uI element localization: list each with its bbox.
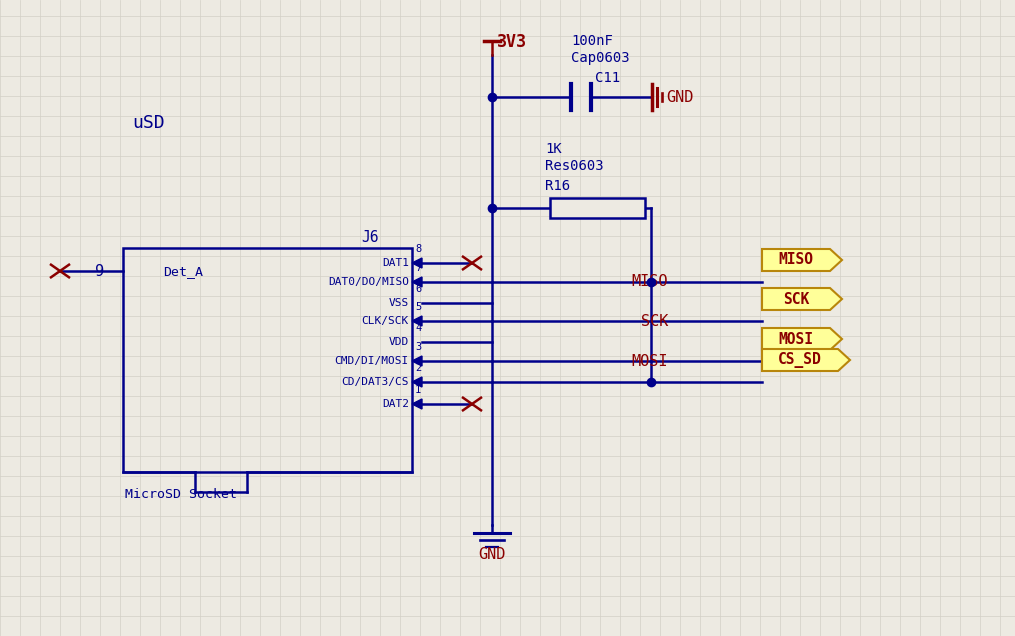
Text: MISO: MISO bbox=[631, 275, 668, 289]
Text: GND: GND bbox=[666, 90, 693, 104]
Polygon shape bbox=[412, 356, 422, 366]
Polygon shape bbox=[412, 399, 422, 409]
Polygon shape bbox=[412, 377, 422, 387]
Text: MicroSD Socket: MicroSD Socket bbox=[125, 488, 236, 501]
Text: VSS: VSS bbox=[389, 298, 409, 308]
Text: VDD: VDD bbox=[389, 337, 409, 347]
Text: J6: J6 bbox=[361, 230, 379, 245]
Bar bbox=[123, 248, 412, 472]
Text: 5: 5 bbox=[415, 302, 421, 312]
Text: 100nF: 100nF bbox=[571, 34, 613, 48]
Text: C11: C11 bbox=[595, 71, 620, 85]
Polygon shape bbox=[762, 328, 842, 350]
Text: CLK/SCK: CLK/SCK bbox=[361, 316, 409, 326]
Text: 6: 6 bbox=[415, 284, 421, 294]
Text: MOSI: MOSI bbox=[779, 331, 813, 347]
Text: DAT1: DAT1 bbox=[382, 258, 409, 268]
Text: 7: 7 bbox=[415, 263, 421, 273]
Polygon shape bbox=[762, 288, 842, 310]
Text: CD/DAT3/CS: CD/DAT3/CS bbox=[341, 377, 409, 387]
Text: Cap0603: Cap0603 bbox=[571, 51, 629, 65]
Text: R16: R16 bbox=[545, 179, 570, 193]
Text: 4: 4 bbox=[415, 323, 421, 333]
Bar bbox=[550, 198, 645, 218]
Text: DAT2: DAT2 bbox=[382, 399, 409, 409]
Text: 1: 1 bbox=[415, 385, 421, 395]
Polygon shape bbox=[412, 258, 422, 268]
Polygon shape bbox=[762, 249, 842, 271]
Text: 8: 8 bbox=[415, 244, 421, 254]
Text: uSD: uSD bbox=[132, 114, 164, 132]
Text: 9: 9 bbox=[95, 263, 105, 279]
Text: 3: 3 bbox=[415, 342, 421, 352]
Text: Det_A: Det_A bbox=[163, 265, 203, 278]
Text: MOSI: MOSI bbox=[631, 354, 668, 368]
Text: GND: GND bbox=[478, 547, 505, 562]
Polygon shape bbox=[412, 277, 422, 287]
Text: Res0603: Res0603 bbox=[545, 159, 604, 173]
Text: CMD/DI/MOSI: CMD/DI/MOSI bbox=[335, 356, 409, 366]
Text: CS_SD: CS_SD bbox=[779, 352, 822, 368]
Text: MISO: MISO bbox=[779, 252, 813, 268]
Text: 1K: 1K bbox=[545, 142, 561, 156]
Text: SCK: SCK bbox=[640, 314, 668, 329]
Polygon shape bbox=[412, 316, 422, 326]
Polygon shape bbox=[762, 349, 850, 371]
Text: SCK: SCK bbox=[783, 291, 809, 307]
Text: 3V3: 3V3 bbox=[497, 33, 527, 51]
Text: DAT0/DO/MISO: DAT0/DO/MISO bbox=[328, 277, 409, 287]
Text: 2: 2 bbox=[415, 363, 421, 373]
